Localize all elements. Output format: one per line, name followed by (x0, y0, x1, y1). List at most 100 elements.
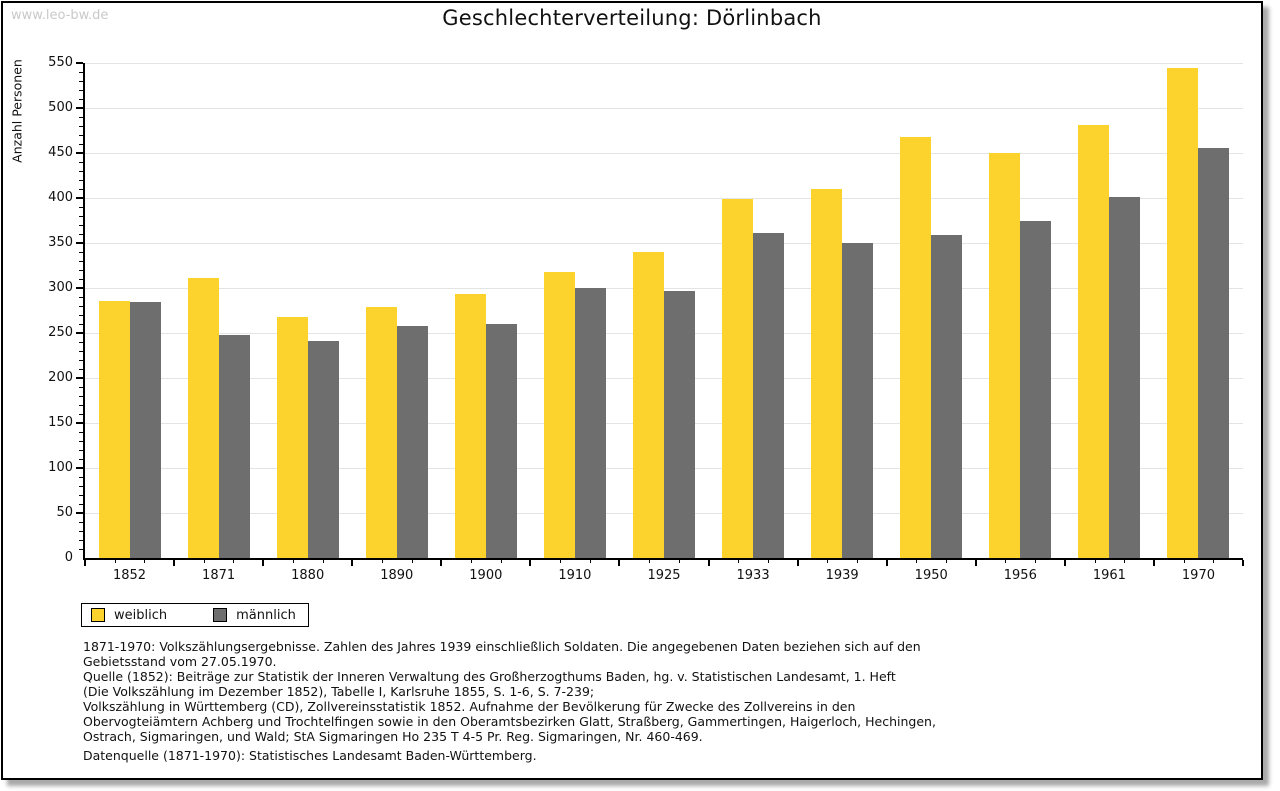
x-minor-tick (649, 560, 651, 563)
x-major-tick (885, 560, 888, 566)
x-minor-tick (292, 560, 294, 563)
x-major-tick (707, 560, 710, 566)
y-minor-tick (79, 369, 83, 370)
y-minor-tick (79, 297, 83, 298)
footnote-line: Ostrach, Sigmaringen, und Wald; StA Sigm… (83, 729, 703, 744)
y-major-tick (76, 107, 83, 109)
x-major-tick (974, 560, 977, 566)
y-minor-tick (79, 189, 83, 190)
x-minor-tick (233, 560, 235, 563)
x-major-tick (618, 560, 621, 566)
y-minor-tick (79, 72, 83, 73)
x-minor-tick (1213, 560, 1215, 563)
x-minor-tick (500, 560, 502, 563)
y-tick-label: 0 (64, 550, 73, 565)
y-minor-tick (79, 495, 83, 496)
y-tick-label: 250 (48, 325, 73, 340)
y-minor-tick (79, 441, 83, 442)
bar-maennlich (218, 334, 250, 558)
y-minor-tick (79, 342, 83, 343)
bar-maennlich (129, 302, 161, 558)
x-tick-label: 1970 (1181, 568, 1215, 583)
y-minor-tick (79, 486, 83, 487)
y-major-tick (76, 197, 83, 199)
y-major-tick (76, 467, 83, 469)
x-tick-label: 1900 (469, 568, 503, 583)
x-tick-label: 1933 (736, 568, 770, 583)
bar-maennlich (574, 288, 606, 558)
x-minor-tick (1094, 560, 1096, 563)
bar-maennlich (664, 290, 695, 558)
y-minor-tick (79, 144, 83, 145)
y-minor-tick (79, 522, 83, 523)
y-tick-label: 550 (48, 55, 73, 70)
y-minor-tick (79, 90, 83, 91)
y-tick-label: 350 (48, 235, 73, 250)
y-major-tick (76, 152, 83, 154)
y-minor-tick (79, 324, 83, 325)
x-tick-label: 1956 (1003, 568, 1037, 583)
footnote-line: (Die Volkszählung im Dezember 1852), Tab… (83, 684, 595, 699)
y-minor-tick (79, 360, 83, 361)
y-minor-tick (79, 216, 83, 217)
x-minor-tick (560, 560, 562, 563)
x-tick-label: 1871 (202, 568, 236, 583)
legend-label: männlich (236, 607, 296, 623)
y-minor-tick (79, 459, 83, 460)
x-tick-label: 1925 (647, 568, 681, 583)
x-minor-tick (738, 560, 740, 563)
y-minor-tick (79, 234, 83, 235)
y-tick-label: 50 (56, 505, 73, 520)
footnote-line: Quelle (1852): Beiträge zur Statistik de… (83, 669, 896, 684)
bar-weiblich (98, 300, 130, 558)
bar-weiblich (187, 278, 219, 558)
y-minor-tick (79, 549, 83, 550)
x-minor-tick (381, 560, 383, 563)
x-minor-tick (767, 560, 769, 563)
y-minor-tick (79, 315, 83, 316)
bar-weiblich (1167, 67, 1199, 558)
y-minor-tick (79, 396, 83, 397)
bar-weiblich (365, 306, 397, 558)
y-major-tick (76, 242, 83, 244)
x-minor-tick (322, 560, 324, 563)
x-minor-tick (411, 560, 413, 563)
y-tick-label: 300 (48, 280, 73, 295)
x-minor-tick (203, 560, 205, 563)
bar-weiblich (276, 316, 308, 558)
y-minor-tick (79, 450, 83, 451)
x-tick-label: 1890 (380, 568, 414, 583)
y-tick-label: 400 (48, 190, 73, 205)
bar-maennlich (307, 341, 339, 558)
gridline (85, 198, 1243, 199)
bar-weiblich (989, 153, 1021, 558)
y-tick-label: 200 (48, 370, 73, 385)
x-minor-tick (1124, 560, 1126, 563)
x-major-tick (1242, 560, 1244, 566)
x-minor-tick (1183, 560, 1185, 563)
x-minor-tick (471, 560, 472, 563)
y-minor-tick (79, 387, 83, 388)
x-minor-tick (678, 560, 680, 563)
x-tick-label: 1910 (558, 568, 592, 583)
y-minor-tick (79, 531, 83, 532)
bar-maennlich (1020, 220, 1052, 558)
chart-panel: www.leo-bw.de Geschlechterverteilung: Dö… (1, 1, 1263, 780)
y-tick-label: 500 (48, 100, 73, 115)
x-major-tick (351, 560, 354, 566)
x-tick-label: 1939 (825, 568, 859, 583)
bar-weiblich (1078, 125, 1110, 558)
bar-weiblich (543, 271, 575, 558)
y-minor-tick (79, 126, 83, 127)
x-tick-label: 1961 (1092, 568, 1126, 583)
footnote-line: Volkszählung in Württemberg (CD), Zollve… (83, 699, 856, 714)
y-major-tick (76, 332, 83, 334)
x-minor-tick (946, 560, 948, 563)
gridline (85, 288, 1243, 289)
bar-maennlich (1198, 147, 1230, 558)
bar-weiblich (454, 294, 486, 558)
bar-maennlich (485, 324, 517, 558)
footnote-line: 1871-1970: Volkszählungsergebnisse. Zahl… (83, 639, 921, 654)
y-minor-tick (79, 540, 83, 541)
x-major-tick (529, 560, 532, 566)
